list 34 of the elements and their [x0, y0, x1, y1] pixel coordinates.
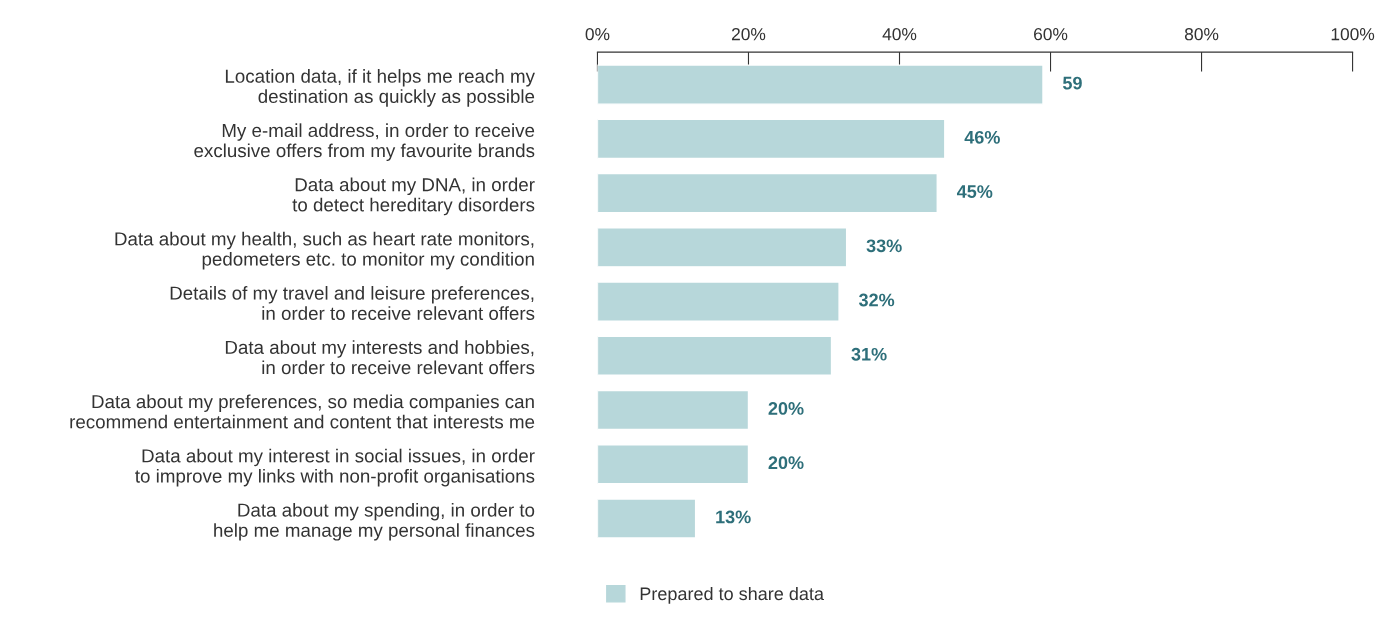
data-label: 33%: [866, 239, 902, 253]
x-tick-label: 0%: [585, 28, 610, 41]
bar: [597, 389, 750, 431]
y-tick-label: Data about my spending, in order to help me manage my personal finances: [214, 502, 535, 541]
y-tick-label: Data about my interest in social issues, in order to improve my links with non-profit organisations: [135, 448, 535, 487]
y-tick-label: Location data, if it helps me reach my destination as quickly as possible: [225, 69, 535, 107]
y-tick-label: Data about my health, such as heart rate monitors, pedometers etc. to monitor my condition: [115, 231, 534, 270]
data-label: 32%: [858, 293, 895, 307]
y-tick-label: Data about my preferences, so media companies can recommend entertainment and content that interests me: [70, 394, 535, 429]
bar: [597, 227, 848, 268]
x-tick-label: 80%: [1184, 28, 1219, 41]
x-tick-label: 60%: [1034, 28, 1068, 41]
bar: [597, 444, 750, 485]
data-label: 59: [1062, 76, 1082, 90]
x-tick-label: 20%: [731, 28, 766, 41]
data-label: 31%: [851, 347, 887, 361]
y-tick-label: My e-mail address, in order to receive exclusive offers from my favourite brands: [194, 123, 535, 161]
bar: [597, 335, 833, 377]
data-label: 45%: [956, 185, 993, 198]
y-tick-label: Data about my interests and hobbies, in order to receive relevant offers: [225, 340, 535, 375]
bar: [597, 64, 1044, 105]
data-label: 13%: [716, 510, 751, 524]
legend-label: Prepared to share data: [640, 586, 824, 604]
bar: [597, 118, 946, 160]
y-tick-label: Data about my DNA, in order to detect hereditary disorders: [292, 177, 535, 216]
data-label: 20%: [768, 456, 804, 470]
data-label: 46%: [964, 130, 1000, 144]
data-label: 20%: [768, 402, 804, 415]
x-tick-label: 100%: [1331, 28, 1375, 41]
bar: [597, 172, 938, 214]
bar: [597, 281, 840, 322]
x-tick-label: 40%: [882, 28, 917, 41]
y-tick-label: Details of my travel and leisure preferences, in order to receive relevant offers: [170, 286, 535, 320]
bar: [597, 498, 697, 539]
